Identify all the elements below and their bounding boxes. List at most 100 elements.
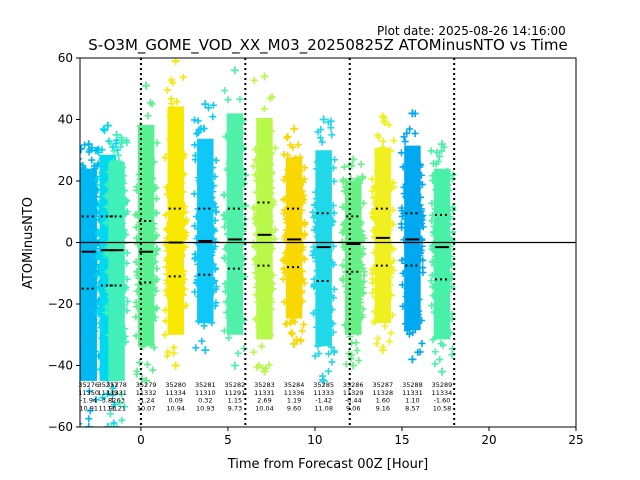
data-point [282, 173, 290, 181]
data-point [400, 133, 408, 141]
y-tick-label: 60 [58, 51, 73, 65]
data-point [380, 246, 388, 254]
data-point [144, 182, 152, 190]
data-point [419, 256, 427, 264]
data-point [105, 331, 113, 339]
data-point [199, 248, 207, 256]
annotation-count: 11331 [254, 389, 275, 397]
data-point [205, 256, 213, 264]
data-point [312, 257, 320, 265]
data-point [120, 294, 128, 302]
data-point [232, 182, 240, 190]
data-point [380, 117, 388, 125]
data-point [133, 367, 141, 375]
data-point [375, 191, 383, 199]
data-point [385, 217, 393, 225]
data-point [164, 224, 171, 232]
data-point [208, 319, 216, 327]
data-point [281, 249, 289, 257]
data-point [149, 366, 157, 374]
data-point [388, 244, 396, 252]
data-point [227, 317, 235, 325]
data-point [178, 179, 186, 187]
data-point [280, 266, 288, 274]
data-point [85, 148, 93, 156]
data-point [80, 330, 82, 332]
data-point [298, 268, 306, 276]
data-point [80, 298, 87, 306]
data-point [197, 124, 205, 132]
data-point [191, 156, 199, 164]
data-point [172, 217, 180, 225]
data-point [399, 302, 407, 310]
data-point [212, 283, 220, 291]
data-point [143, 360, 151, 368]
data-point [383, 251, 391, 259]
data-point [220, 211, 228, 219]
data-point [293, 213, 301, 221]
data-point [329, 261, 337, 269]
data-point [434, 301, 442, 309]
annotation-std: 9.60 [287, 404, 301, 412]
data-point [80, 158, 82, 160]
data-point [353, 346, 361, 354]
data-point [287, 198, 295, 206]
data-point [325, 350, 333, 358]
data-point [103, 156, 111, 164]
data-point [80, 344, 88, 352]
data-point [166, 135, 174, 143]
data-point [260, 105, 268, 113]
data-point [374, 334, 382, 342]
data-point [359, 305, 367, 313]
data-point [440, 242, 448, 250]
data-point [358, 261, 366, 269]
data-point [85, 387, 93, 395]
data-point [372, 185, 380, 193]
data-point [376, 220, 384, 228]
data-point [433, 197, 441, 205]
data-point [296, 153, 304, 161]
data-point [379, 224, 387, 232]
data-point [370, 308, 378, 316]
data-point [442, 215, 450, 223]
data-point [85, 271, 93, 279]
data-point [293, 271, 301, 279]
data-point [384, 284, 392, 292]
data-point [208, 198, 216, 206]
data-point [399, 163, 407, 171]
data-point [287, 192, 295, 200]
data-point [103, 303, 111, 311]
data-point [345, 161, 353, 169]
data-point [118, 390, 126, 398]
data-point [123, 259, 131, 267]
data-point [196, 265, 204, 273]
data-point [309, 251, 317, 259]
data-point [294, 297, 302, 305]
data-point [373, 340, 381, 348]
data-point [80, 349, 84, 357]
data-point [220, 327, 228, 335]
data-point [282, 215, 290, 223]
data-point [178, 279, 186, 287]
data-point [402, 320, 410, 328]
data-point [226, 171, 234, 179]
data-point [415, 295, 423, 303]
annotation-mean: 1.15 [228, 397, 242, 405]
data-point [348, 254, 356, 262]
data-point [288, 282, 296, 290]
annotation-mean: -3.82 [99, 397, 116, 405]
max-marker [142, 81, 151, 90]
data-point [289, 181, 297, 189]
data-point [290, 277, 298, 285]
data-point [233, 186, 241, 194]
data-point [117, 317, 125, 325]
data-point [251, 146, 259, 154]
data-point [319, 376, 327, 384]
data-point [121, 325, 129, 333]
data-point [209, 188, 217, 196]
data-point [118, 176, 126, 184]
data-point [318, 151, 326, 159]
data-point [291, 176, 299, 184]
annotation-orbit: 35279 [136, 381, 157, 389]
